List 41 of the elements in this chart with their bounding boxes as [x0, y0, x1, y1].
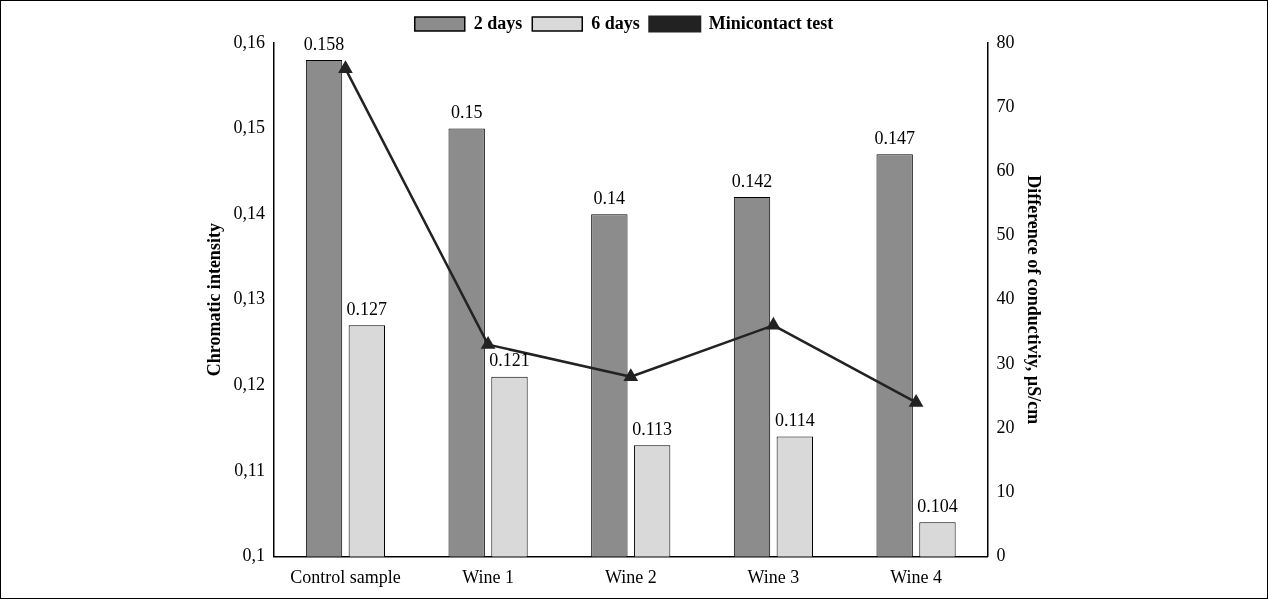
- y-tick-label: 0,13: [233, 288, 266, 309]
- point: [481, 337, 495, 349]
- y-tick-label: 0,14: [233, 202, 266, 223]
- data-label: 0.114: [774, 410, 815, 431]
- y2-tick-label: 30: [996, 352, 1015, 373]
- legend-label: Minicontact test: [708, 12, 834, 33]
- x-tick-label: Wine 4: [890, 566, 942, 587]
- x-tick-label: Wine 2: [604, 566, 657, 587]
- y-tick-label: 0,15: [233, 117, 266, 138]
- data-label: 0.127: [346, 299, 388, 320]
- data-label: 0.147: [874, 127, 915, 148]
- y-tick-label: 0,1: [242, 545, 266, 566]
- point: [624, 369, 638, 381]
- x-tick-label: Control sample: [290, 566, 401, 587]
- y2-tick-label: 20: [996, 416, 1015, 437]
- y2-tick-label: 0: [996, 545, 1006, 566]
- y2-axis-title: Difference of conductiviy, µS/cm: [1023, 175, 1044, 425]
- data-label: 0.142: [731, 170, 773, 191]
- legend-label: 6 days: [591, 12, 640, 33]
- point: [909, 395, 923, 407]
- y2-tick-label: 50: [996, 224, 1015, 245]
- data-label: 0.121: [489, 350, 530, 371]
- y2-tick-label: 10: [996, 480, 1015, 501]
- data-label: 0.158: [303, 33, 345, 54]
- point: [338, 61, 352, 73]
- data-label: 0.15: [450, 102, 483, 123]
- y2-tick-label: 70: [996, 95, 1015, 116]
- y2-tick-label: 80: [996, 31, 1015, 52]
- point: [766, 318, 780, 330]
- y2-tick-label: 60: [996, 160, 1015, 181]
- legend-label: 2 days: [473, 12, 523, 33]
- y-axis-title: Chromatic intensity: [204, 223, 225, 377]
- y-tick-label: 0,16: [233, 31, 266, 52]
- data-label: 0.104: [917, 495, 958, 516]
- y-tick-label: 0,11: [234, 459, 266, 480]
- x-tick-label: Wine 1: [462, 566, 514, 587]
- y2-tick-label: 40: [996, 288, 1015, 309]
- x-tick-label: Wine 3: [747, 566, 800, 587]
- data-label: 0.113: [632, 418, 673, 439]
- y-tick-label: 0,12: [233, 374, 266, 394]
- data-label: 0.14: [593, 187, 626, 208]
